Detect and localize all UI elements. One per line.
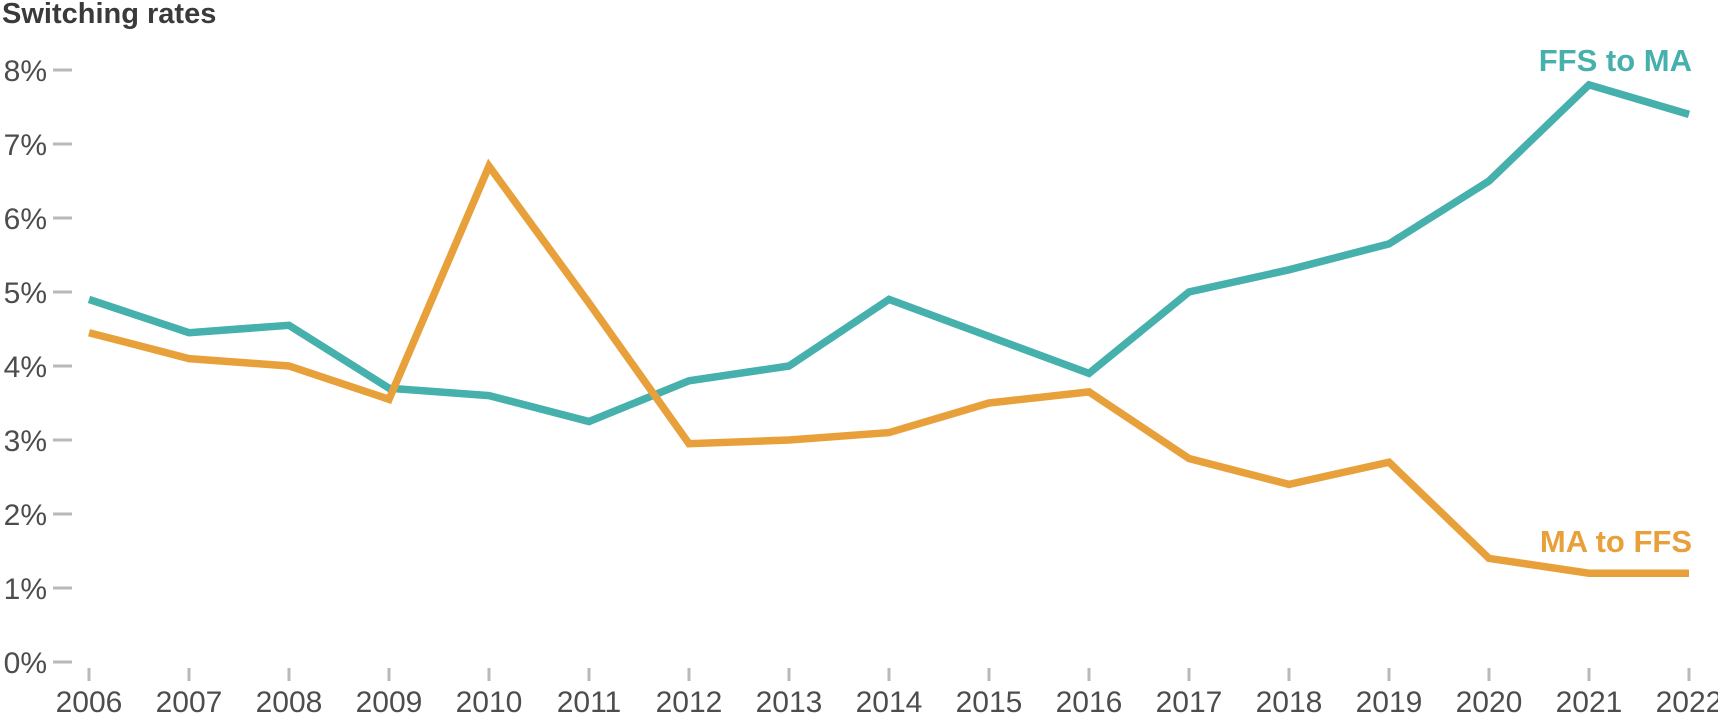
x-tick-label: 2013 [756,686,823,717]
x-tick-label: 2008 [256,686,323,717]
x-tick-label: 2021 [1556,686,1623,717]
y-tick-label: 3% [4,425,47,458]
x-tick-label: 2009 [356,686,423,717]
x-tick-label: 2020 [1456,686,1523,717]
x-tick-label: 2018 [1256,686,1323,717]
series-label-ffs-to-ma: FFS to MA [1539,43,1692,78]
x-tick-label: 2019 [1356,686,1423,717]
y-tick-label: 8% [4,55,47,88]
series-line-ffs-to-ma [87,80,1691,426]
x-tick-label: 2012 [656,686,723,717]
y-tick-label: 4% [4,351,47,384]
y-tick-label: 1% [4,573,47,606]
x-tick-label: 2011 [557,686,622,717]
y-tick-label: 6% [4,203,47,236]
y-tick-label: 0% [4,647,47,680]
x-tick-label: 2010 [456,686,523,717]
series-line-ma-to-ffs [88,158,1689,577]
x-tick-label: 2015 [956,686,1023,717]
x-tick-label: 2006 [56,686,123,717]
series-label-ma-to-ffs: MA to FFS [1540,524,1692,559]
chart-title: Switching rates [2,0,217,30]
y-tick-label: 7% [4,129,47,162]
y-tick-label: 2% [4,499,47,532]
x-tick-label: 2022 [1656,686,1718,717]
x-tick-label: 2007 [156,686,223,717]
x-tick-label: 2014 [856,686,923,717]
x-axis: 2006 2007 2008 2009 2010 2011 2012 2013 2014 2015… [56,668,1718,717]
x-tick-label: 2016 [1056,686,1123,717]
y-tick-label: 5% [4,277,47,310]
y-axis: 8% 7% 6% 5% 4% 3% 2% 1% 0% [4,55,72,680]
x-tick-label: 2017 [1156,686,1223,717]
